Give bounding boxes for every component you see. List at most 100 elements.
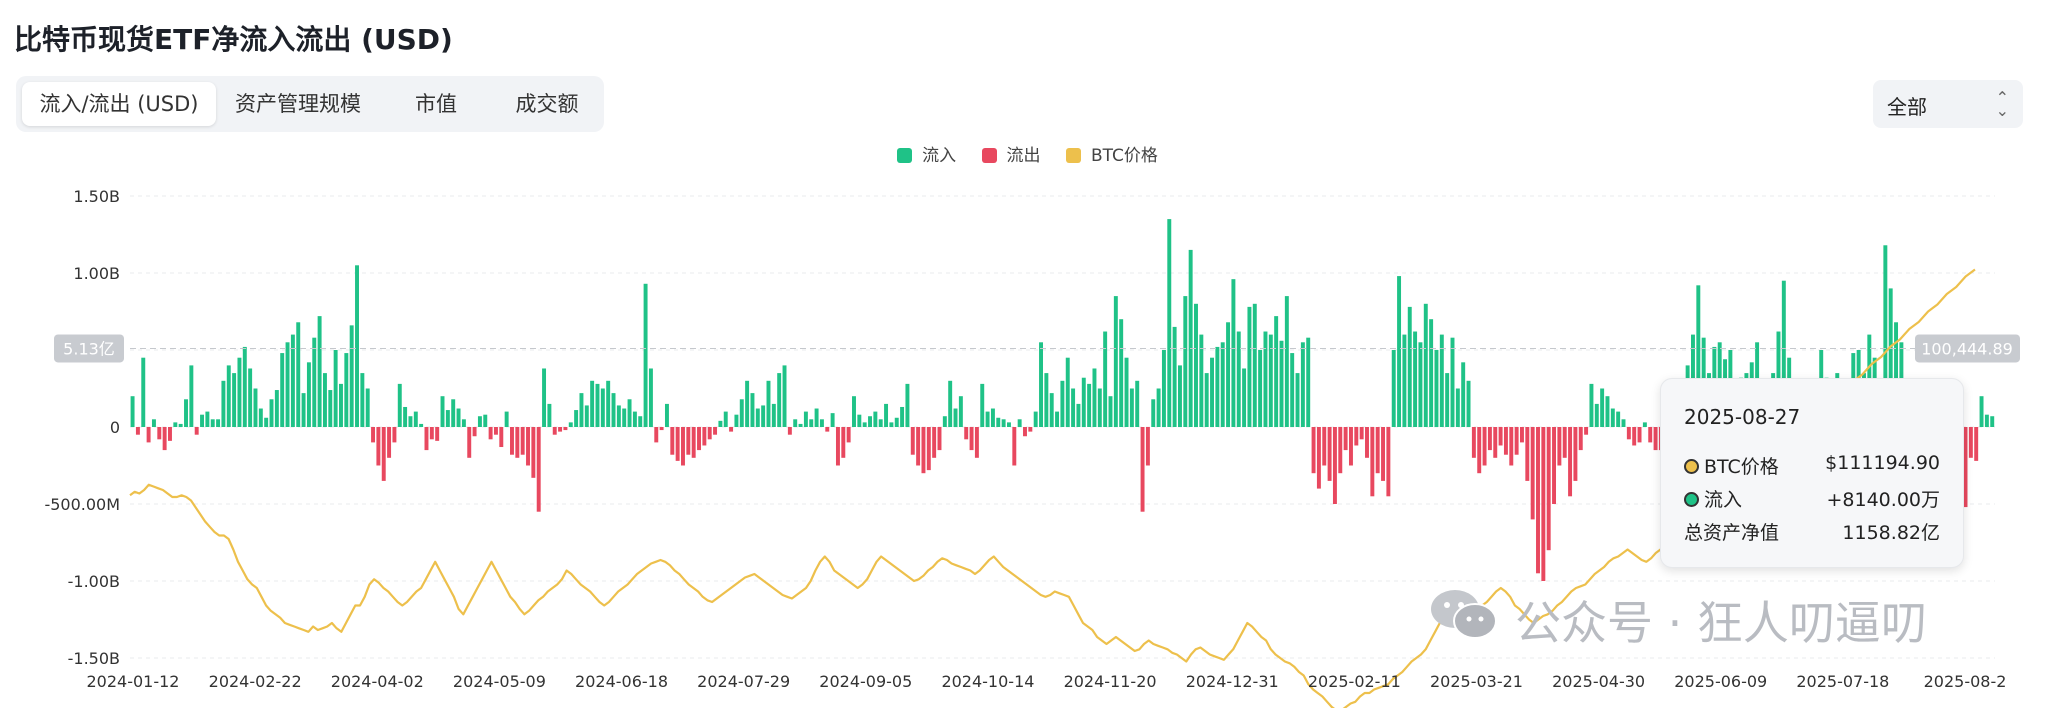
y-tick-label: -1.00B [68, 572, 120, 591]
outflow-bar [499, 427, 504, 448]
x-tick-label: 2025-07-18 [1796, 672, 1889, 691]
inflow-bar [290, 334, 295, 427]
watermark-text: 公众号 · 狂人叨逼叨 [1515, 596, 1927, 650]
outflow-bar [157, 427, 162, 440]
inflow-bar [408, 416, 413, 427]
outflow-bar [531, 427, 536, 478]
inflow-bar [1247, 306, 1252, 427]
inflow-bar [600, 388, 605, 427]
inflow-bar [980, 383, 985, 427]
legend-label-inflow: 流入 [922, 146, 957, 166]
x-tick-label: 2025-02-11 [1308, 672, 1401, 691]
inflow-bar [1696, 285, 1701, 427]
outflow-bar [787, 427, 792, 435]
inflow-bar [1242, 368, 1247, 427]
legend-item-btc-price[interactable]: BTC价格 [1065, 141, 1158, 166]
inflow-bar [782, 365, 787, 427]
inflow-bar [1600, 388, 1605, 427]
tab-flow[interactable]: 流入/流出 (USD) [22, 82, 216, 126]
inflow-bar [1220, 342, 1225, 427]
inflow-bar [312, 337, 317, 427]
inflow-bar [1017, 419, 1022, 427]
crosshair-right-label: 100,444.89 [1921, 339, 2013, 358]
inflow-bar [349, 325, 354, 427]
inflow-bar [1423, 303, 1428, 427]
outflow-bar [194, 427, 199, 435]
outflow-bar [729, 427, 734, 432]
inflow-bar [1290, 353, 1295, 427]
outflow-bar [1509, 427, 1514, 466]
inflow-bar [953, 408, 958, 427]
inflow-bar [274, 390, 279, 427]
outflow-bar [1519, 427, 1524, 443]
inflow-bar [301, 393, 306, 427]
tab-market-cap[interactable]: 市值 [415, 92, 457, 116]
outflow-bar [1637, 427, 1642, 443]
x-tick-label: 2024-10-14 [941, 672, 1034, 691]
inflow-bar [451, 399, 456, 427]
inflow-bar [1151, 399, 1156, 427]
crosshair-left-badge [54, 334, 124, 363]
inflow-bar [1642, 422, 1647, 427]
outflow-bar [686, 427, 691, 455]
tooltip-date: 2025-08-27 [1684, 405, 1801, 429]
range-select[interactable]: 全部 ⌃ ⌄ [1873, 80, 2023, 128]
inflow-bar [958, 396, 963, 427]
inflow-bar [1177, 365, 1182, 427]
inflow-bar [568, 422, 573, 427]
inflow-bar [547, 403, 552, 427]
outflow-bar [429, 427, 434, 440]
inflow-bar [258, 408, 263, 427]
inflow-bar [745, 380, 750, 427]
inflow-bar [253, 388, 258, 427]
inflow-bar [189, 365, 194, 427]
inflow-bar [1236, 331, 1241, 427]
inflow-bar [306, 362, 311, 427]
inflow-bar [1418, 342, 1423, 427]
inflow-bar [1087, 383, 1092, 427]
legend-item-outflow[interactable]: 流出 [981, 141, 1041, 166]
inflow-bar [819, 419, 824, 427]
inflow-bar [1210, 357, 1214, 427]
inflow-bar [1888, 288, 1893, 427]
outflow-bar [1359, 427, 1364, 440]
outflow-bar [969, 427, 974, 451]
outflow-bar [1386, 427, 1391, 497]
inflow-bar [766, 380, 771, 427]
outflow-bar [135, 427, 140, 435]
inflow-bar [200, 414, 205, 427]
x-tick-label: 2024-07-29 [697, 672, 790, 691]
inflow-bar [996, 417, 1001, 427]
inflow-bar [1300, 342, 1305, 427]
inflow-bar [413, 411, 418, 427]
outflow-bar [932, 427, 937, 458]
outflow-bar [1562, 427, 1567, 458]
inflow-bar [365, 388, 370, 427]
outflow-bar [1963, 427, 1968, 508]
inflow-bar [990, 408, 995, 427]
inflow-bar [232, 373, 237, 427]
outflow-bar [910, 427, 915, 455]
outflow-bar [1541, 427, 1546, 581]
outflow-bar [1503, 427, 1508, 455]
outflow-bar [552, 427, 557, 435]
outflow-bar [1525, 427, 1530, 481]
outflow-bar [659, 427, 664, 431]
outflow-bar [1626, 427, 1631, 440]
tooltip-row-price: BTC价格 $111194.90 [1684, 452, 1940, 478]
outflow-bar [515, 427, 520, 458]
outflow-bar [1375, 427, 1380, 474]
outflow-bar [376, 427, 381, 466]
tooltip-row-nav: 总资产净值 1158.82亿 [1684, 518, 1940, 544]
legend-item-inflow[interactable]: 流入 [897, 141, 956, 166]
inflow-bar [242, 346, 247, 427]
tab-aum[interactable]: 资产管理规模 [235, 92, 361, 116]
chart-tooltip: 2025-08-27 BTC价格 $111194.90 流入 +8140.00万… [1660, 378, 1964, 568]
outflow-bar [846, 427, 851, 443]
inflow-bar [638, 416, 643, 427]
legend-swatch-outflow [981, 148, 997, 163]
inflow-bar [1407, 306, 1412, 427]
tab-volume[interactable]: 成交额 [515, 92, 579, 116]
inflow-bar [419, 423, 424, 427]
x-tick-label: 2024-02-22 [209, 672, 302, 691]
